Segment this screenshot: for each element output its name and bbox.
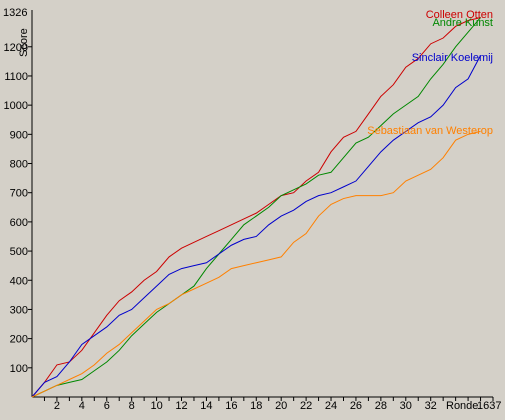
- series-label: Colleen Otten: [426, 9, 493, 21]
- y-tick-label: 900: [10, 129, 28, 141]
- y-tick-label: 1200: [4, 42, 28, 54]
- x-tick-label: 6: [104, 400, 110, 412]
- series-line: [31, 130, 481, 398]
- x-max-label: 1637: [477, 400, 501, 412]
- x-tick-label: 2: [54, 400, 60, 412]
- x-tick-label: 18: [250, 400, 262, 412]
- x-tick-label: 22: [300, 400, 312, 412]
- y-tick-label: 600: [10, 217, 28, 229]
- series-label: Andre Kunst: [432, 17, 493, 29]
- y-tick-label: 400: [10, 275, 28, 287]
- series-line: [31, 55, 481, 398]
- x-tick-label: 26: [350, 400, 362, 412]
- series-line: [31, 17, 481, 398]
- x-tick-label: 24: [325, 400, 337, 412]
- x-tick-label: 8: [129, 400, 135, 412]
- x-tick-label: 14: [200, 400, 212, 412]
- series-lines: [31, 17, 481, 398]
- series-label: Sinclair Koelemij: [412, 52, 493, 64]
- x-tick-label: 4: [79, 400, 85, 412]
- y-max-label: 1326: [3, 7, 27, 19]
- x-axis-label: Ronde: [446, 400, 478, 412]
- x-tick-label: 28: [375, 400, 387, 412]
- x-tick-label: 32: [425, 400, 437, 412]
- series-label: Sebastiaan van Westerop: [367, 125, 493, 137]
- axes: 100 200 300 400 500 600 700 800 900 1000 1100 1200 2…: [4, 10, 494, 412]
- y-tick-label: 800: [10, 159, 28, 171]
- y-tick-label: 100: [10, 363, 28, 375]
- x-tick-label: 12: [175, 400, 187, 412]
- y-axis-label: Score: [18, 28, 30, 57]
- y-tick-label: 300: [10, 304, 28, 316]
- series-line: [31, 17, 481, 398]
- x-tick-label: 20: [275, 400, 287, 412]
- y-tick-label: 700: [10, 188, 28, 200]
- y-tick-label: 200: [10, 334, 28, 346]
- x-tick-label: 16: [225, 400, 237, 412]
- x-tick-label: 30: [400, 400, 412, 412]
- y-tick-label: 1000: [4, 100, 28, 112]
- y-tick-label: 1100: [4, 71, 28, 83]
- y-tick-label: 500: [10, 246, 28, 258]
- x-tick-label: 10: [150, 400, 162, 412]
